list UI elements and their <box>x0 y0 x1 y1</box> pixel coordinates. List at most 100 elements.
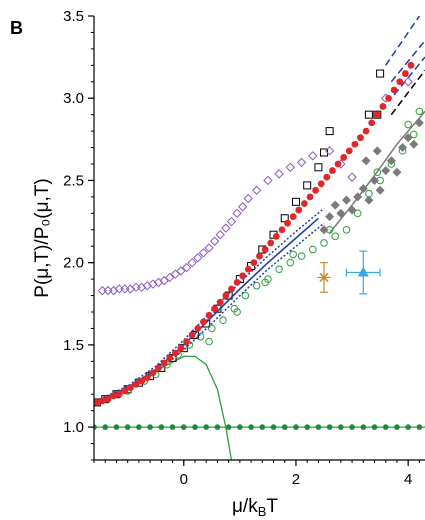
green-dot <box>394 424 400 430</box>
green-dot <box>169 424 176 430</box>
green-dot <box>180 424 187 430</box>
green-open-circle <box>208 324 216 333</box>
red-dot <box>155 364 162 372</box>
red-dot <box>256 252 263 260</box>
red-dot <box>379 103 387 110</box>
red-dot <box>138 377 146 385</box>
blue-dashed-line <box>390 40 425 83</box>
black-square <box>325 127 334 136</box>
green-dot <box>214 424 221 430</box>
gray-diamond <box>353 192 363 202</box>
red-dot <box>115 390 123 398</box>
black-square <box>291 197 300 206</box>
red-dot <box>211 305 219 313</box>
purple-diamond <box>159 276 169 286</box>
purple-diamond <box>153 277 164 288</box>
green-dot <box>248 424 254 430</box>
red-dot <box>396 78 404 86</box>
y-tick-label: 3.0 <box>63 90 84 107</box>
red-dot <box>244 265 252 273</box>
gray-diamond <box>414 118 424 128</box>
green-open-circle <box>415 107 424 116</box>
x-tick-label: 0 <box>180 471 188 488</box>
purple-diamond <box>125 284 136 294</box>
purple-diamond <box>187 257 197 268</box>
purple-diamond <box>308 151 318 161</box>
green-open-circle <box>404 120 412 129</box>
gray-curve <box>329 110 425 234</box>
purple-diamond <box>263 175 273 186</box>
red-dot <box>104 395 112 403</box>
gray-diamond <box>409 139 419 149</box>
purple-diamond <box>324 146 335 156</box>
green-dot <box>225 424 232 430</box>
y-tick-label: 1.5 <box>63 337 84 354</box>
purple-diamond <box>215 230 225 240</box>
purple-diamond <box>237 202 248 212</box>
green-dot <box>203 424 210 430</box>
red-dot <box>205 311 213 319</box>
red-dot <box>368 119 376 127</box>
purple-diamond <box>193 253 203 263</box>
purple-diamond <box>165 272 175 283</box>
green-dot <box>270 424 277 430</box>
green-dot <box>349 424 355 430</box>
red-dot <box>188 331 196 339</box>
red-dot <box>278 226 286 234</box>
green-dot <box>192 424 198 430</box>
black-square <box>314 163 323 172</box>
red-dot <box>143 374 151 382</box>
red-dot <box>334 160 342 168</box>
red-dot <box>329 167 336 174</box>
red-dot <box>171 349 179 357</box>
gray-diamond <box>372 146 382 156</box>
red-dot <box>323 173 331 181</box>
green-open-circle <box>219 316 227 325</box>
gray-diamond <box>330 200 340 210</box>
red-dot <box>261 246 269 253</box>
purple-diamond <box>176 266 186 276</box>
gray-diamond <box>398 143 408 153</box>
x-axis-title-main: μ/k <box>232 496 258 517</box>
purple-diamond <box>403 77 413 87</box>
red-dot <box>284 219 291 227</box>
green-dot <box>416 424 423 430</box>
red-dot <box>132 380 140 388</box>
green-dot <box>293 424 299 430</box>
red-dot <box>199 318 207 326</box>
red-dot <box>194 325 202 332</box>
red-dot <box>160 359 168 367</box>
black-square <box>303 181 312 190</box>
green-open-circle <box>205 337 213 346</box>
purple-diamond <box>136 282 147 293</box>
green-dot <box>281 424 288 430</box>
green-open-circle <box>233 308 241 316</box>
green-dot <box>360 424 367 430</box>
red-dot <box>289 213 297 221</box>
green-dot <box>315 424 322 430</box>
green-dot <box>113 424 120 430</box>
green-curve <box>94 355 233 460</box>
red-dot <box>272 232 280 240</box>
axes: 1.0 1.5 2.0 2.5 3.0 3.5 0 2 4 <box>63 8 425 488</box>
y-tick-label: 2.0 <box>63 255 84 272</box>
red-dot <box>362 127 370 135</box>
blue-dotted-line <box>99 207 325 400</box>
purple-diamond <box>274 169 284 179</box>
y-axis-title: P(μ,T)/P₀(μ,T) <box>32 178 53 297</box>
purple-diamond <box>251 185 262 196</box>
green-dot <box>136 424 142 430</box>
red-dot <box>228 285 235 293</box>
gray-diamond <box>364 195 374 205</box>
purple-diamond <box>108 285 119 296</box>
red-dot <box>239 272 247 280</box>
gray-diamond <box>370 175 380 185</box>
purple-diamond <box>97 285 108 296</box>
gray-diamond <box>375 185 385 195</box>
x-axis-title-sub: B <box>258 504 267 519</box>
red-dot <box>407 61 415 69</box>
gray-diamond <box>386 156 396 166</box>
green-open-circle <box>342 225 351 234</box>
red-dot <box>390 86 398 94</box>
purple-diamond <box>232 208 242 219</box>
